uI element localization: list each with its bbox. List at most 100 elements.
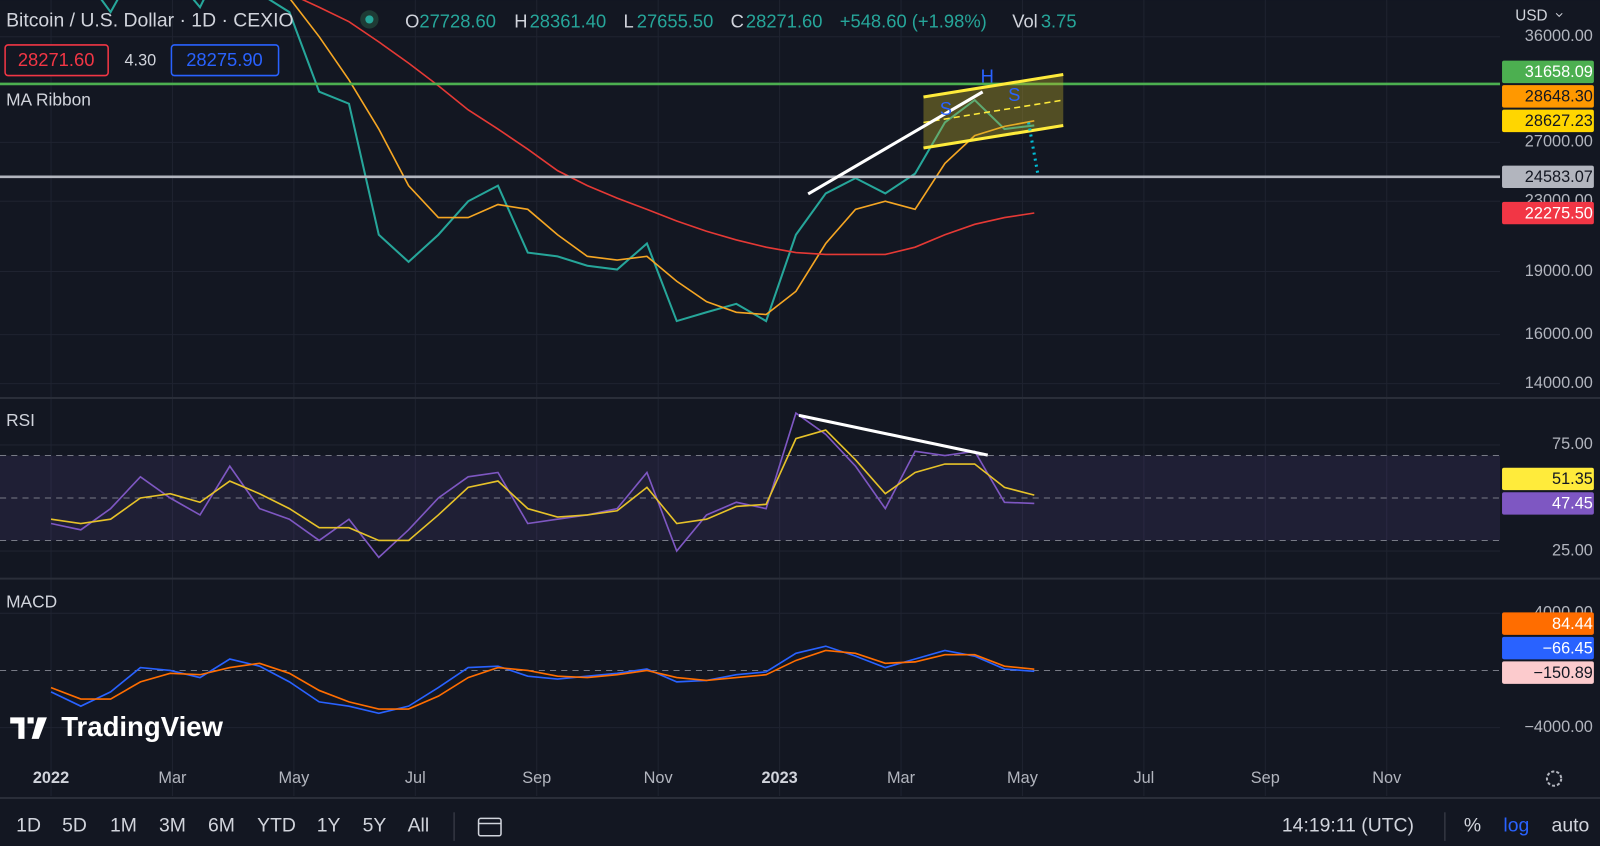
price-badge	[1502, 467, 1594, 491]
ohlc-key: C	[731, 10, 744, 31]
price-badge	[1502, 109, 1594, 133]
annotation: S	[940, 98, 952, 119]
series-line	[50, 645, 1035, 715]
x-tick-label: Jul	[1133, 769, 1154, 787]
ohlc-value: 27728.60	[419, 10, 496, 31]
x-tick-label: Sep	[1251, 769, 1280, 787]
badge-label: 51.35	[1552, 470, 1593, 488]
x-tick-label: Nov	[1372, 769, 1402, 787]
y-tick-label: 14000.00	[1525, 374, 1593, 392]
annotation: H	[981, 65, 994, 86]
series-line	[50, 649, 1035, 710]
panel-title: MA Ribbon	[6, 90, 91, 110]
price-badge	[1502, 201, 1594, 225]
price-badge	[1502, 85, 1594, 108]
y-tick-label: 36000.00	[1525, 27, 1593, 45]
axes: 2022 Mar May Jul Sep Nov 2023 Mar May Jul Sep Nov 36…	[33, 27, 1594, 787]
change: +548.60 (+1.98%)	[840, 10, 987, 31]
panel-marks	[0, 411, 1500, 559]
badge-label: 28648.30	[1525, 88, 1593, 106]
logo-icon	[10, 717, 47, 739]
bid: 28271.60	[18, 49, 95, 70]
clock[interactable]: 14:19:11 (UTC)	[1282, 815, 1414, 837]
price-badge	[1502, 661, 1594, 684]
series-line	[301, 0, 1035, 256]
ask: 28275.90	[186, 49, 263, 70]
x-tick-label: May	[1007, 769, 1039, 787]
trend-line	[807, 90, 984, 196]
range-button[interactable]: All	[408, 815, 430, 837]
range-button[interactable]: 6M	[208, 815, 235, 837]
vol-key: Vol	[1012, 10, 1038, 31]
annotation: S	[1008, 84, 1020, 105]
series-line	[100, 0, 1035, 323]
bid-box[interactable]	[4, 44, 109, 77]
ohlc-key: L	[623, 10, 633, 31]
spread: 4.30	[124, 52, 156, 70]
x-tick-label: 2023	[761, 769, 797, 787]
x-tick-label: Nov	[644, 769, 674, 787]
badge-label: −150.89	[1533, 664, 1592, 682]
settings-icon[interactable]	[1545, 770, 1563, 787]
series-line	[289, 0, 1035, 316]
calendar-icon[interactable]	[477, 817, 502, 837]
ohlc-value: 28361.40	[530, 10, 607, 31]
vol-value: 3.75	[1041, 10, 1077, 31]
panel-title: MACD	[6, 592, 57, 612]
range-button[interactable]: 1D	[16, 815, 41, 837]
range-button[interactable]: YTD	[257, 815, 296, 837]
projection	[1027, 122, 1040, 174]
currency-caret	[1555, 12, 1563, 18]
range-button[interactable]: 5Y	[363, 815, 387, 837]
price-badge	[1502, 636, 1594, 660]
panel-title: RSI	[6, 410, 35, 430]
channel-mid	[923, 99, 1064, 124]
scale-button[interactable]: %	[1464, 815, 1481, 837]
price-badge	[1502, 612, 1594, 635]
y-tick-label: 27000.00	[1525, 133, 1593, 151]
badge-label: 47.45	[1552, 495, 1593, 513]
range-button[interactable]: 1M	[110, 815, 137, 837]
range-button[interactable]: 1Y	[317, 815, 341, 837]
price-badge	[1502, 492, 1594, 515]
range-button[interactable]: 5D	[62, 815, 87, 837]
range-button[interactable]: 3M	[159, 815, 186, 837]
ohlc-key: H	[514, 10, 527, 31]
channel-bottom	[923, 124, 1064, 150]
drawings	[807, 73, 1064, 196]
x-tick-label: 2022	[33, 769, 69, 787]
badge-label: 28627.23	[1525, 112, 1593, 130]
x-tick-label: Mar	[158, 769, 187, 787]
y-tick-label: −4000.00	[1524, 718, 1593, 736]
panel-marks	[0, 645, 1500, 715]
status-dot	[365, 15, 374, 24]
badge-label: 31658.09	[1525, 63, 1593, 81]
channel-top	[923, 73, 1064, 99]
currency[interactable]: USD	[1515, 7, 1547, 24]
x-tick-label: Jul	[405, 769, 426, 787]
series-line	[50, 411, 1035, 559]
badge-label: 22275.50	[1525, 204, 1593, 222]
scale-button[interactable]: log	[1503, 815, 1529, 837]
x-tick-label: Mar	[887, 769, 916, 787]
price-badge	[1502, 60, 1594, 84]
grid	[0, 0, 1500, 796]
marks	[0, 0, 1500, 715]
ask-box[interactable]	[170, 44, 280, 77]
x-tick-label: May	[278, 769, 310, 787]
logo-text: TradingView	[61, 711, 223, 742]
y-tick-label: 25.00	[1552, 541, 1593, 559]
toolbar: 14:19:11 (UTC) 1D 5D 1M 3M 6M YTD 1Y 5Y All% log a…	[16, 812, 1589, 841]
panel-marks	[100, 0, 1035, 323]
y-tick-label: 75.00	[1552, 435, 1593, 453]
scale-button[interactable]: auto	[1552, 815, 1590, 837]
series-line	[50, 429, 1035, 542]
logo: TradingView	[10, 711, 224, 742]
ohlc-key: O	[405, 10, 419, 31]
ohlc-value: 27655.50	[637, 10, 714, 31]
x-tick-label: Sep	[522, 769, 551, 787]
ohlc-value: 28271.60	[746, 10, 823, 31]
